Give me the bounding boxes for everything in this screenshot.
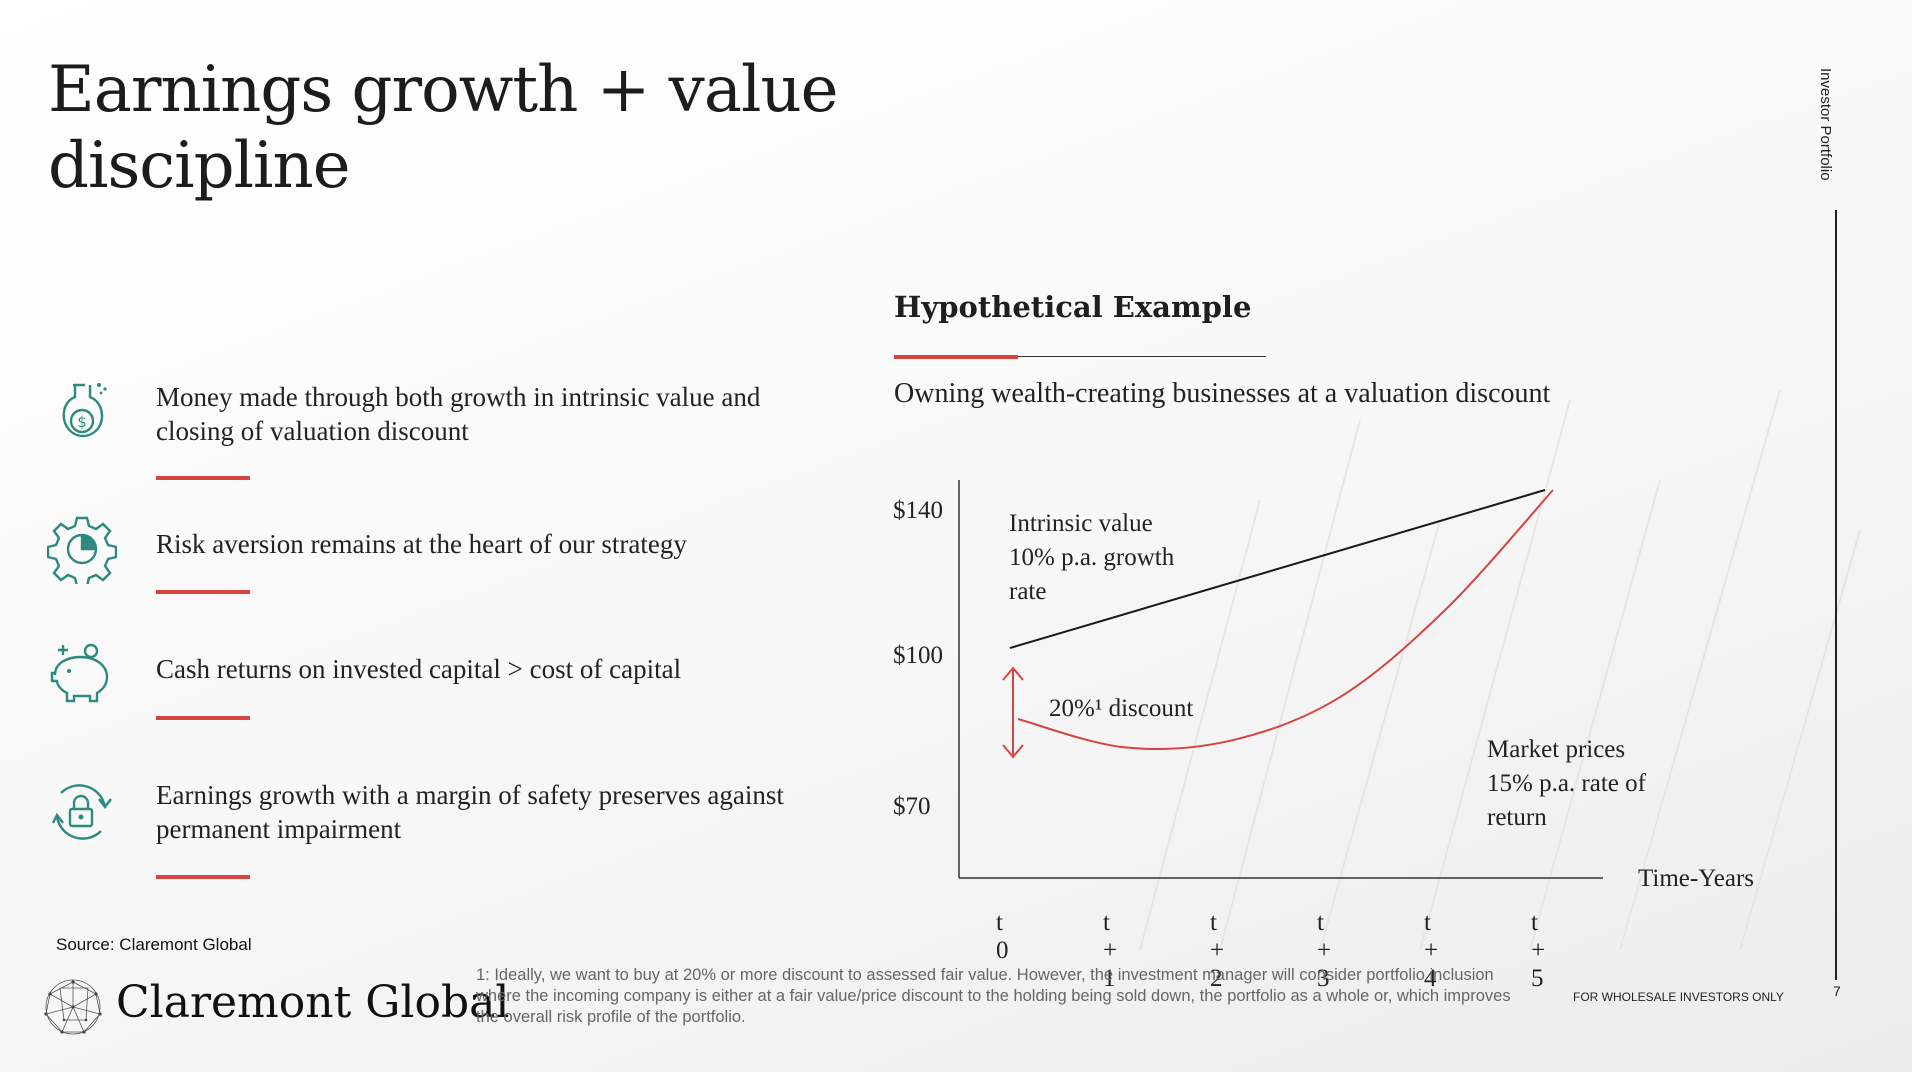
y-tick-100: $100 bbox=[893, 642, 943, 669]
hypothetical-accent-bar bbox=[894, 355, 1018, 359]
lock-cycle-icon bbox=[51, 784, 112, 840]
side-divider bbox=[1835, 210, 1837, 980]
x-tick-4: t + 4 bbox=[1424, 909, 1439, 992]
intrinsic-label-line-1: Intrinsic value bbox=[1009, 510, 1153, 537]
piggy-bank-icon bbox=[50, 643, 109, 703]
bullet-3-text: Cash returns on invested capital > cost … bbox=[156, 654, 682, 684]
market-price-label: Market prices 15% p.a. rate of return bbox=[1487, 733, 1646, 835]
bullet-3-divider bbox=[156, 716, 250, 720]
hypothetical-underline bbox=[1018, 356, 1266, 357]
bullet-1-divider bbox=[156, 476, 250, 480]
discount-annotation: 20%¹ discount bbox=[1049, 695, 1194, 722]
market-price-line bbox=[1017, 489, 1554, 750]
x-tick-1: t + 1 bbox=[1103, 909, 1118, 992]
intrinsic-value-label: Intrinsic value 10% p.a. growth rate bbox=[1009, 507, 1174, 609]
x-axis-label: Time-Years bbox=[1638, 865, 1755, 892]
page-title: Earnings growth + value discipline bbox=[48, 52, 868, 204]
market-label-line-2: 15% p.a. rate of bbox=[1487, 770, 1646, 797]
page-number: 7 bbox=[1833, 983, 1841, 999]
bullet-4-text: Earnings growth with a margin of safety … bbox=[156, 780, 784, 844]
bullet-2-divider bbox=[156, 590, 250, 594]
globe-logo-icon bbox=[44, 979, 102, 1035]
bullet-2-text: Risk aversion remains at the heart of ou… bbox=[156, 529, 687, 559]
x-tick-5: t + 5 bbox=[1531, 909, 1546, 992]
intrinsic-label-line-2: 10% p.a. growth bbox=[1009, 544, 1175, 571]
svg-text:$: $ bbox=[77, 413, 87, 431]
intrinsic-label-line-3: rate bbox=[1009, 578, 1047, 605]
gear-chart-icon bbox=[47, 516, 117, 584]
x-tick-2: t + 2 bbox=[1210, 909, 1225, 992]
y-tick-140: $140 bbox=[893, 497, 943, 524]
x-tick-3: t + 3 bbox=[1317, 909, 1332, 992]
intrinsic-value-line bbox=[1009, 489, 1546, 649]
footnote: 1: Ideally, we want to buy at 20% or mor… bbox=[476, 966, 1511, 1026]
money-flask-icon: $ bbox=[62, 383, 107, 438]
wholesale-disclaimer: FOR WHOLESALE INVESTORS ONLY bbox=[1573, 990, 1784, 1004]
bullet-1-text: Money made through both growth in intrin… bbox=[156, 382, 761, 446]
market-label-line-1: Market prices bbox=[1487, 736, 1626, 763]
hypothetical-subtitle: Owning wealth-creating businesses at a v… bbox=[894, 378, 1551, 409]
bullet-4-divider bbox=[156, 875, 250, 879]
market-label-line-3: return bbox=[1487, 804, 1547, 831]
y-tick-70: $70 bbox=[893, 793, 931, 820]
discount-arrow bbox=[1002, 666, 1024, 759]
title-line-1: Earnings growth + value bbox=[48, 53, 839, 127]
x-tick-0: t 0 bbox=[996, 909, 1009, 964]
company-logo-text: Claremont Global bbox=[116, 977, 510, 1028]
source-note: Source: Claremont Global bbox=[56, 935, 252, 954]
title-line-2: discipline bbox=[48, 129, 351, 203]
hypothetical-title: Hypothetical Example bbox=[894, 290, 1252, 324]
side-section-label: Investor Portfolio bbox=[1817, 68, 1834, 181]
